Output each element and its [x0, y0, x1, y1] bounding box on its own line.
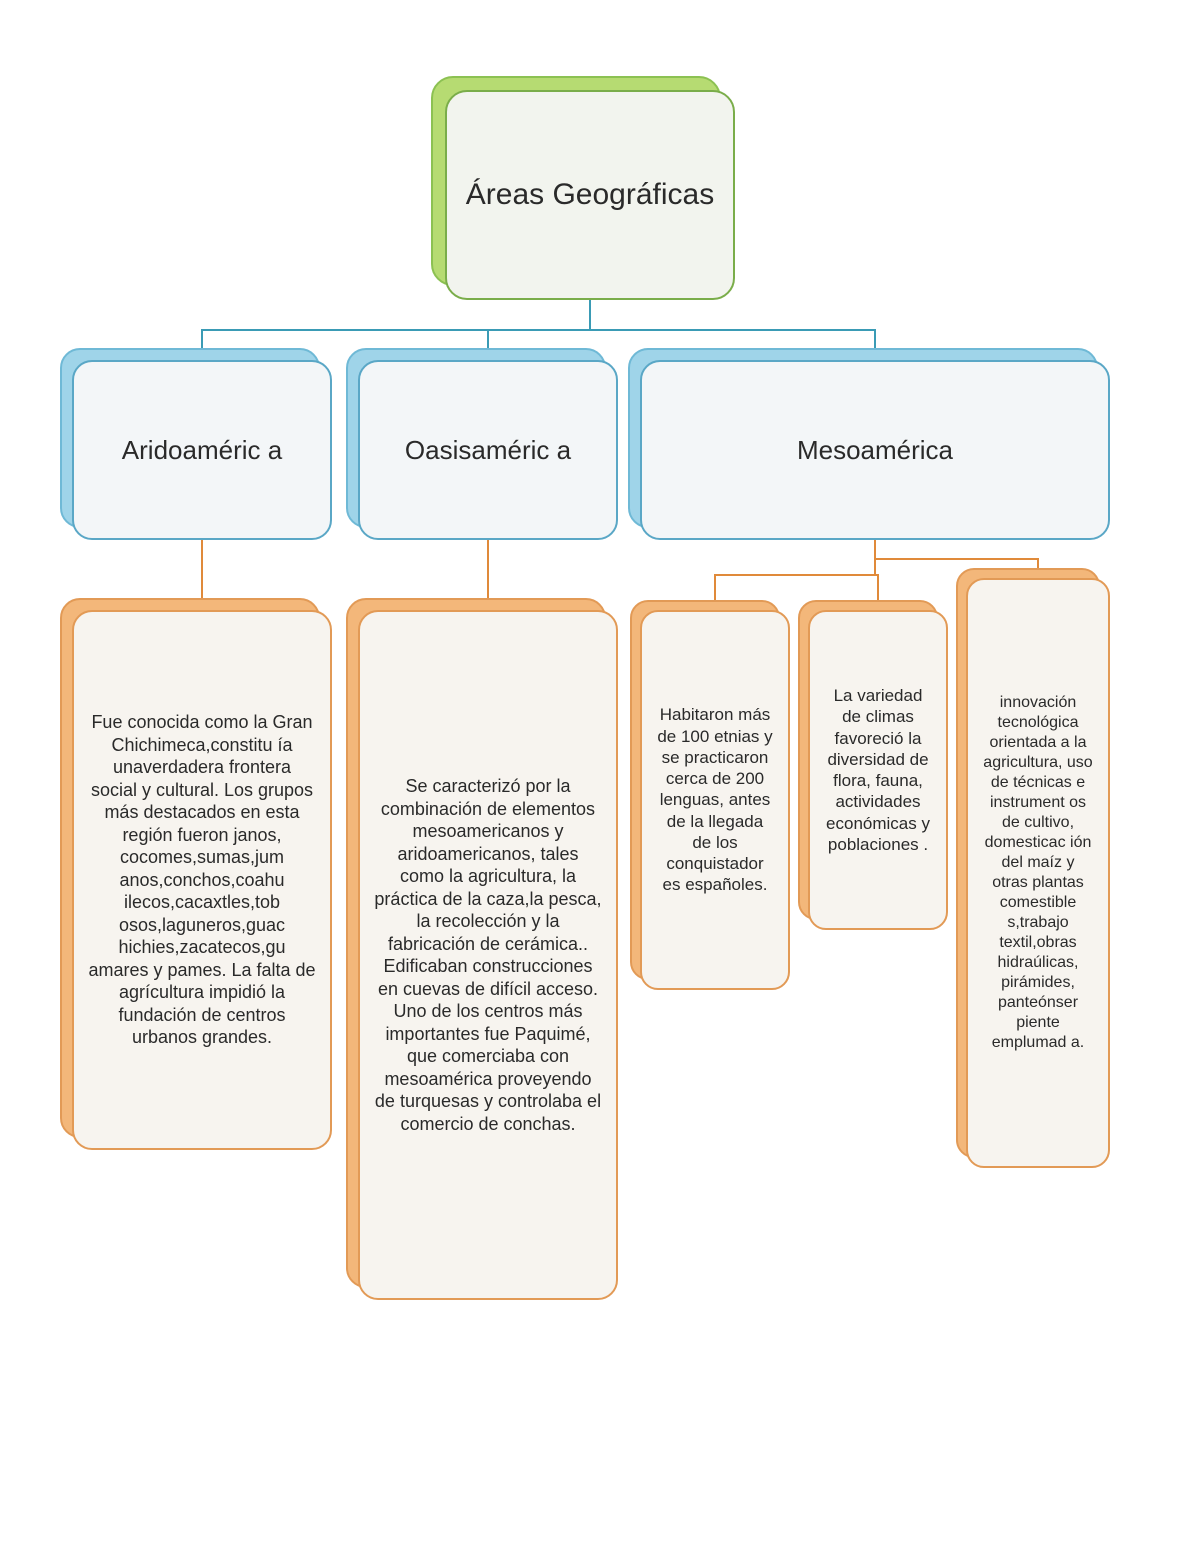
- node-arido: Aridoaméric a: [72, 360, 332, 540]
- node-meso-detail-2-box: La variedad de climas favoreció la diver…: [808, 610, 948, 930]
- node-meso-detail-1-box: Habitaron más de 100 etnias y se practic…: [640, 610, 790, 990]
- node-arido-detail: Fue conocida como la Gran Chichimeca,con…: [72, 610, 332, 1150]
- node-arido-detail-box: Fue conocida como la Gran Chichimeca,con…: [72, 610, 332, 1150]
- node-oasis-detail: Se caracterizó por la combinación de ele…: [358, 610, 618, 1300]
- node-root-label: Áreas Geográficas: [466, 176, 714, 214]
- node-arido-detail-text: Fue conocida como la Gran Chichimeca,con…: [88, 711, 316, 1049]
- node-root: Áreas Geográficas: [445, 90, 735, 300]
- node-meso-label: Mesoamérica: [797, 434, 953, 467]
- node-meso-box: Mesoamérica: [640, 360, 1110, 540]
- node-meso-detail-3-box: innovación tecnológica orientada a la ag…: [966, 578, 1110, 1168]
- node-meso-detail-3: innovación tecnológica orientada a la ag…: [966, 578, 1110, 1168]
- node-oasis: Oasisaméric a: [358, 360, 618, 540]
- node-meso-detail-2: La variedad de climas favoreció la diver…: [808, 610, 948, 930]
- node-meso-detail-3-text: innovación tecnológica orientada a la ag…: [982, 693, 1094, 1053]
- node-arido-label: Aridoaméric a: [122, 434, 282, 467]
- node-meso-detail-2-text: La variedad de climas favoreció la diver…: [824, 685, 932, 855]
- node-oasis-box: Oasisaméric a: [358, 360, 618, 540]
- node-oasis-detail-box: Se caracterizó por la combinación de ele…: [358, 610, 618, 1300]
- diagram-canvas: Áreas Geográficas Aridoaméric a Oasisamé…: [0, 0, 1200, 1553]
- node-root-box: Áreas Geográficas: [445, 90, 735, 300]
- node-meso-detail-1: Habitaron más de 100 etnias y se practic…: [640, 610, 790, 990]
- node-oasis-detail-text: Se caracterizó por la combinación de ele…: [374, 775, 602, 1135]
- node-arido-box: Aridoaméric a: [72, 360, 332, 540]
- node-meso-detail-1-text: Habitaron más de 100 etnias y se practic…: [656, 704, 774, 895]
- node-meso: Mesoamérica: [640, 360, 1110, 540]
- node-oasis-label: Oasisaméric a: [405, 434, 571, 467]
